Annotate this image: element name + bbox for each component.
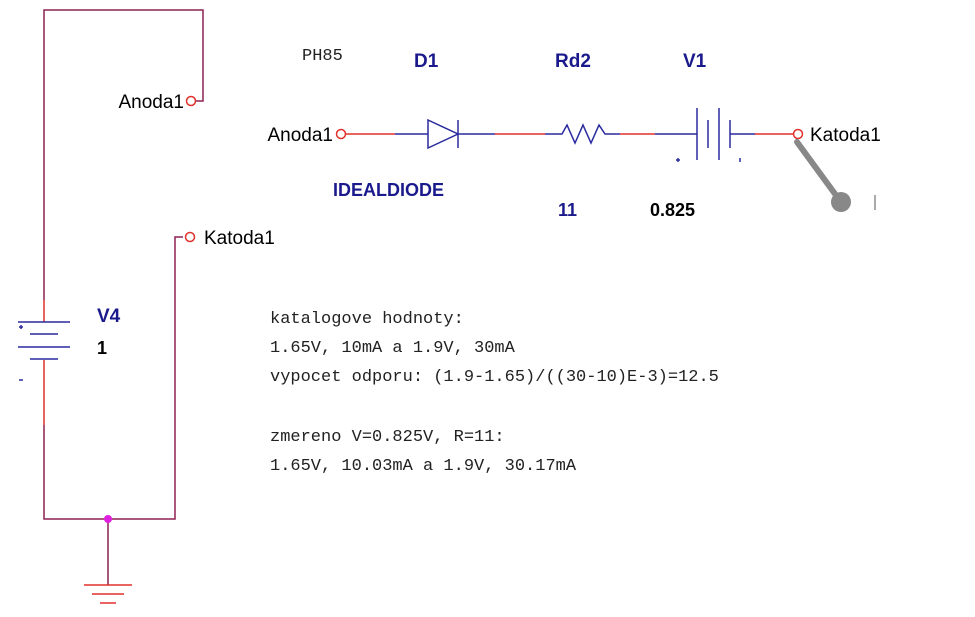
note-line: 1.65V, 10mA a 1.9V, 30mA [270, 339, 516, 358]
component-ref: V4 [97, 306, 121, 327]
component-value: 1 [97, 338, 107, 358]
ground [84, 584, 132, 604]
wires-left [43, 9, 204, 585]
port-pin [335, 128, 347, 140]
component-value: 11 [558, 200, 577, 220]
port-pin [184, 231, 196, 243]
component-ref: D1 [414, 51, 439, 72]
port-label: Katoda1 [204, 228, 275, 249]
part-title: PH85 [302, 47, 343, 66]
note-line: zmereno V=0.825V, R=11: [270, 428, 505, 447]
port-label: Katoda1 [810, 125, 881, 146]
battery-v1 [655, 108, 755, 162]
component-value: IDEALDIODE [333, 180, 444, 200]
port-label: Anoda1 [118, 92, 184, 113]
diode [395, 118, 495, 150]
battery-v4 [18, 321, 70, 381]
junction [104, 515, 112, 523]
note-line: katalogove hodnoty: [270, 310, 464, 329]
port-pin [792, 128, 804, 140]
component-ref: Rd2 [555, 51, 591, 72]
resistor [545, 123, 620, 145]
component-value: 0.825 [650, 200, 695, 220]
note-line: 1.65V, 10.03mA a 1.9V, 30.17mA [270, 457, 577, 476]
note-line: vypocet odporu: (1.9-1.65)/((30-10)E-3)=… [270, 368, 719, 387]
component-ref: V1 [683, 51, 707, 72]
port-label: Anoda1 [267, 125, 333, 146]
current-probe [794, 139, 876, 212]
port-pin [185, 95, 197, 107]
